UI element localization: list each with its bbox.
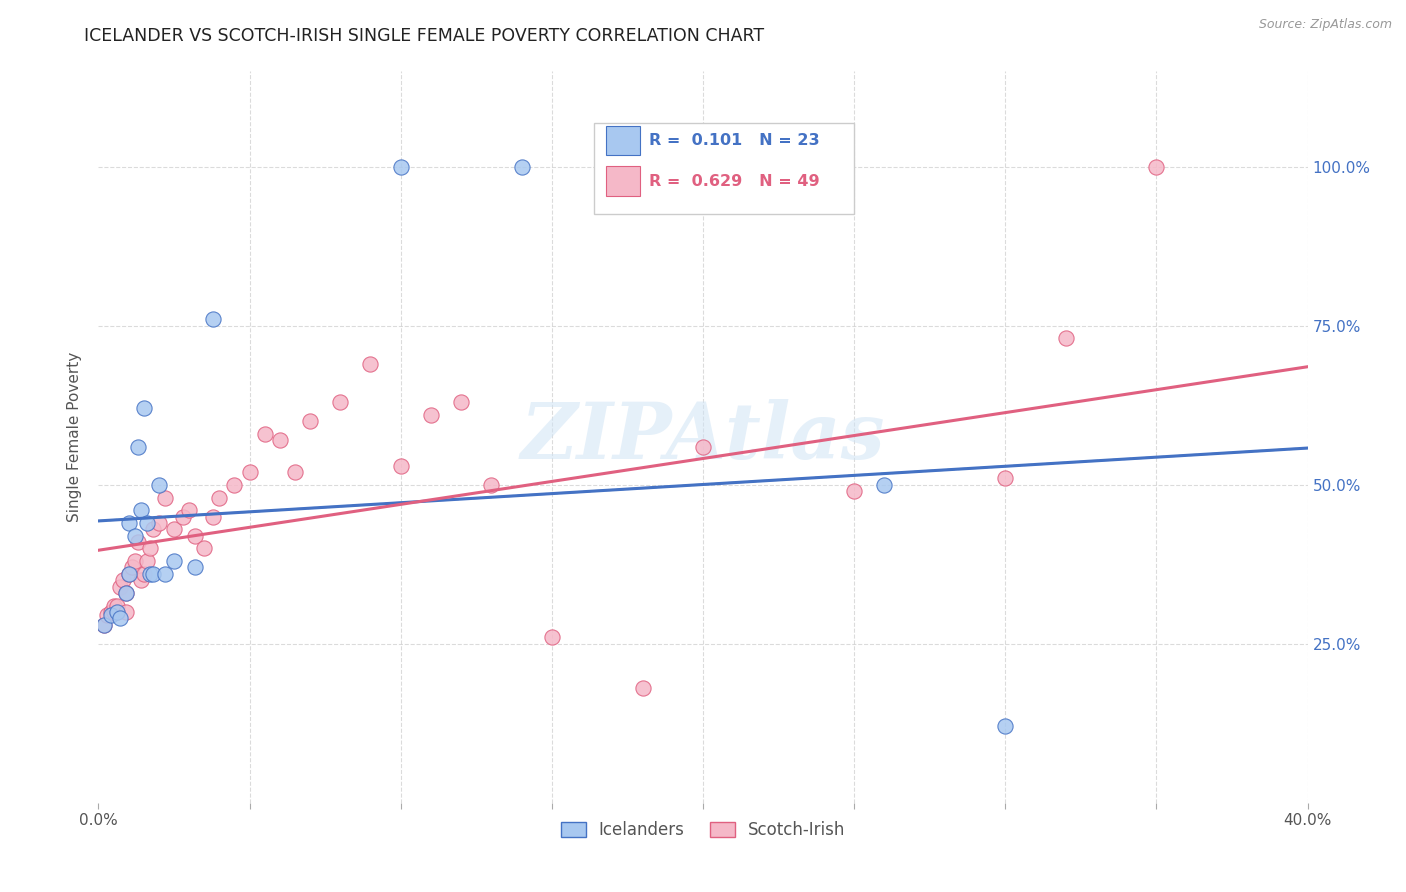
- Point: [111, 573, 134, 587]
- Point: [114, 586, 136, 600]
- Point: [135, 554, 157, 568]
- Point: [100, 605, 122, 619]
- Point: [193, 541, 215, 556]
- Point: [105, 605, 128, 619]
- Point: [202, 312, 225, 326]
- Point: [153, 491, 176, 505]
- Point: [114, 605, 136, 619]
- Point: [124, 554, 146, 568]
- Point: [253, 426, 276, 441]
- Point: [132, 401, 155, 416]
- Text: R =  0.101   N = 23: R = 0.101 N = 23: [648, 133, 820, 148]
- Point: [127, 535, 149, 549]
- Point: [142, 522, 165, 536]
- Bar: [606, 126, 640, 155]
- Point: [1144, 160, 1167, 174]
- Point: [184, 529, 207, 543]
- Point: [284, 465, 307, 479]
- Point: [163, 554, 186, 568]
- Point: [148, 516, 170, 530]
- Point: [224, 477, 246, 491]
- Point: [450, 395, 472, 409]
- Point: [389, 458, 412, 473]
- FancyBboxPatch shape: [595, 122, 855, 214]
- Point: [994, 719, 1017, 733]
- Point: [118, 566, 141, 581]
- Point: [1054, 331, 1077, 345]
- Point: [93, 617, 115, 632]
- Point: [100, 608, 122, 623]
- Point: [631, 681, 654, 696]
- Text: ZIPAtlas: ZIPAtlas: [520, 399, 886, 475]
- Point: [389, 160, 412, 174]
- Point: [96, 608, 118, 623]
- Y-axis label: Single Female Poverty: Single Female Poverty: [67, 352, 83, 522]
- Point: [179, 503, 201, 517]
- Text: Source: ZipAtlas.com: Source: ZipAtlas.com: [1258, 18, 1392, 31]
- Point: [269, 434, 291, 448]
- Point: [105, 605, 128, 619]
- Legend: Icelanders, Scotch-Irish: Icelanders, Scotch-Irish: [554, 814, 852, 846]
- Point: [121, 560, 143, 574]
- Point: [132, 566, 155, 581]
- Point: [93, 617, 115, 632]
- Point: [124, 529, 146, 543]
- Text: ICELANDER VS SCOTCH-IRISH SINGLE FEMALE POVERTY CORRELATION CHART: ICELANDER VS SCOTCH-IRISH SINGLE FEMALE …: [84, 27, 765, 45]
- Point: [139, 566, 162, 581]
- Point: [481, 477, 503, 491]
- Point: [844, 484, 866, 499]
- Point: [153, 566, 176, 581]
- Point: [994, 471, 1017, 485]
- Point: [184, 560, 207, 574]
- Point: [108, 580, 131, 594]
- Point: [103, 599, 125, 613]
- Point: [129, 503, 152, 517]
- Point: [135, 516, 157, 530]
- Point: [208, 491, 231, 505]
- Point: [172, 509, 194, 524]
- Point: [329, 395, 352, 409]
- Point: [202, 509, 225, 524]
- Point: [114, 586, 136, 600]
- Point: [103, 605, 125, 619]
- Point: [420, 408, 443, 422]
- Point: [142, 566, 165, 581]
- Point: [540, 631, 562, 645]
- Point: [105, 599, 128, 613]
- Point: [360, 357, 382, 371]
- Point: [139, 541, 162, 556]
- Point: [148, 477, 170, 491]
- Point: [118, 516, 141, 530]
- Bar: [606, 167, 640, 195]
- Point: [239, 465, 262, 479]
- Point: [118, 566, 141, 581]
- Point: [163, 522, 186, 536]
- Text: R =  0.629   N = 49: R = 0.629 N = 49: [648, 174, 820, 188]
- Point: [510, 160, 533, 174]
- Point: [129, 573, 152, 587]
- Point: [299, 414, 322, 428]
- Point: [873, 477, 896, 491]
- Point: [692, 440, 714, 454]
- Point: [127, 440, 149, 454]
- Point: [108, 611, 131, 625]
